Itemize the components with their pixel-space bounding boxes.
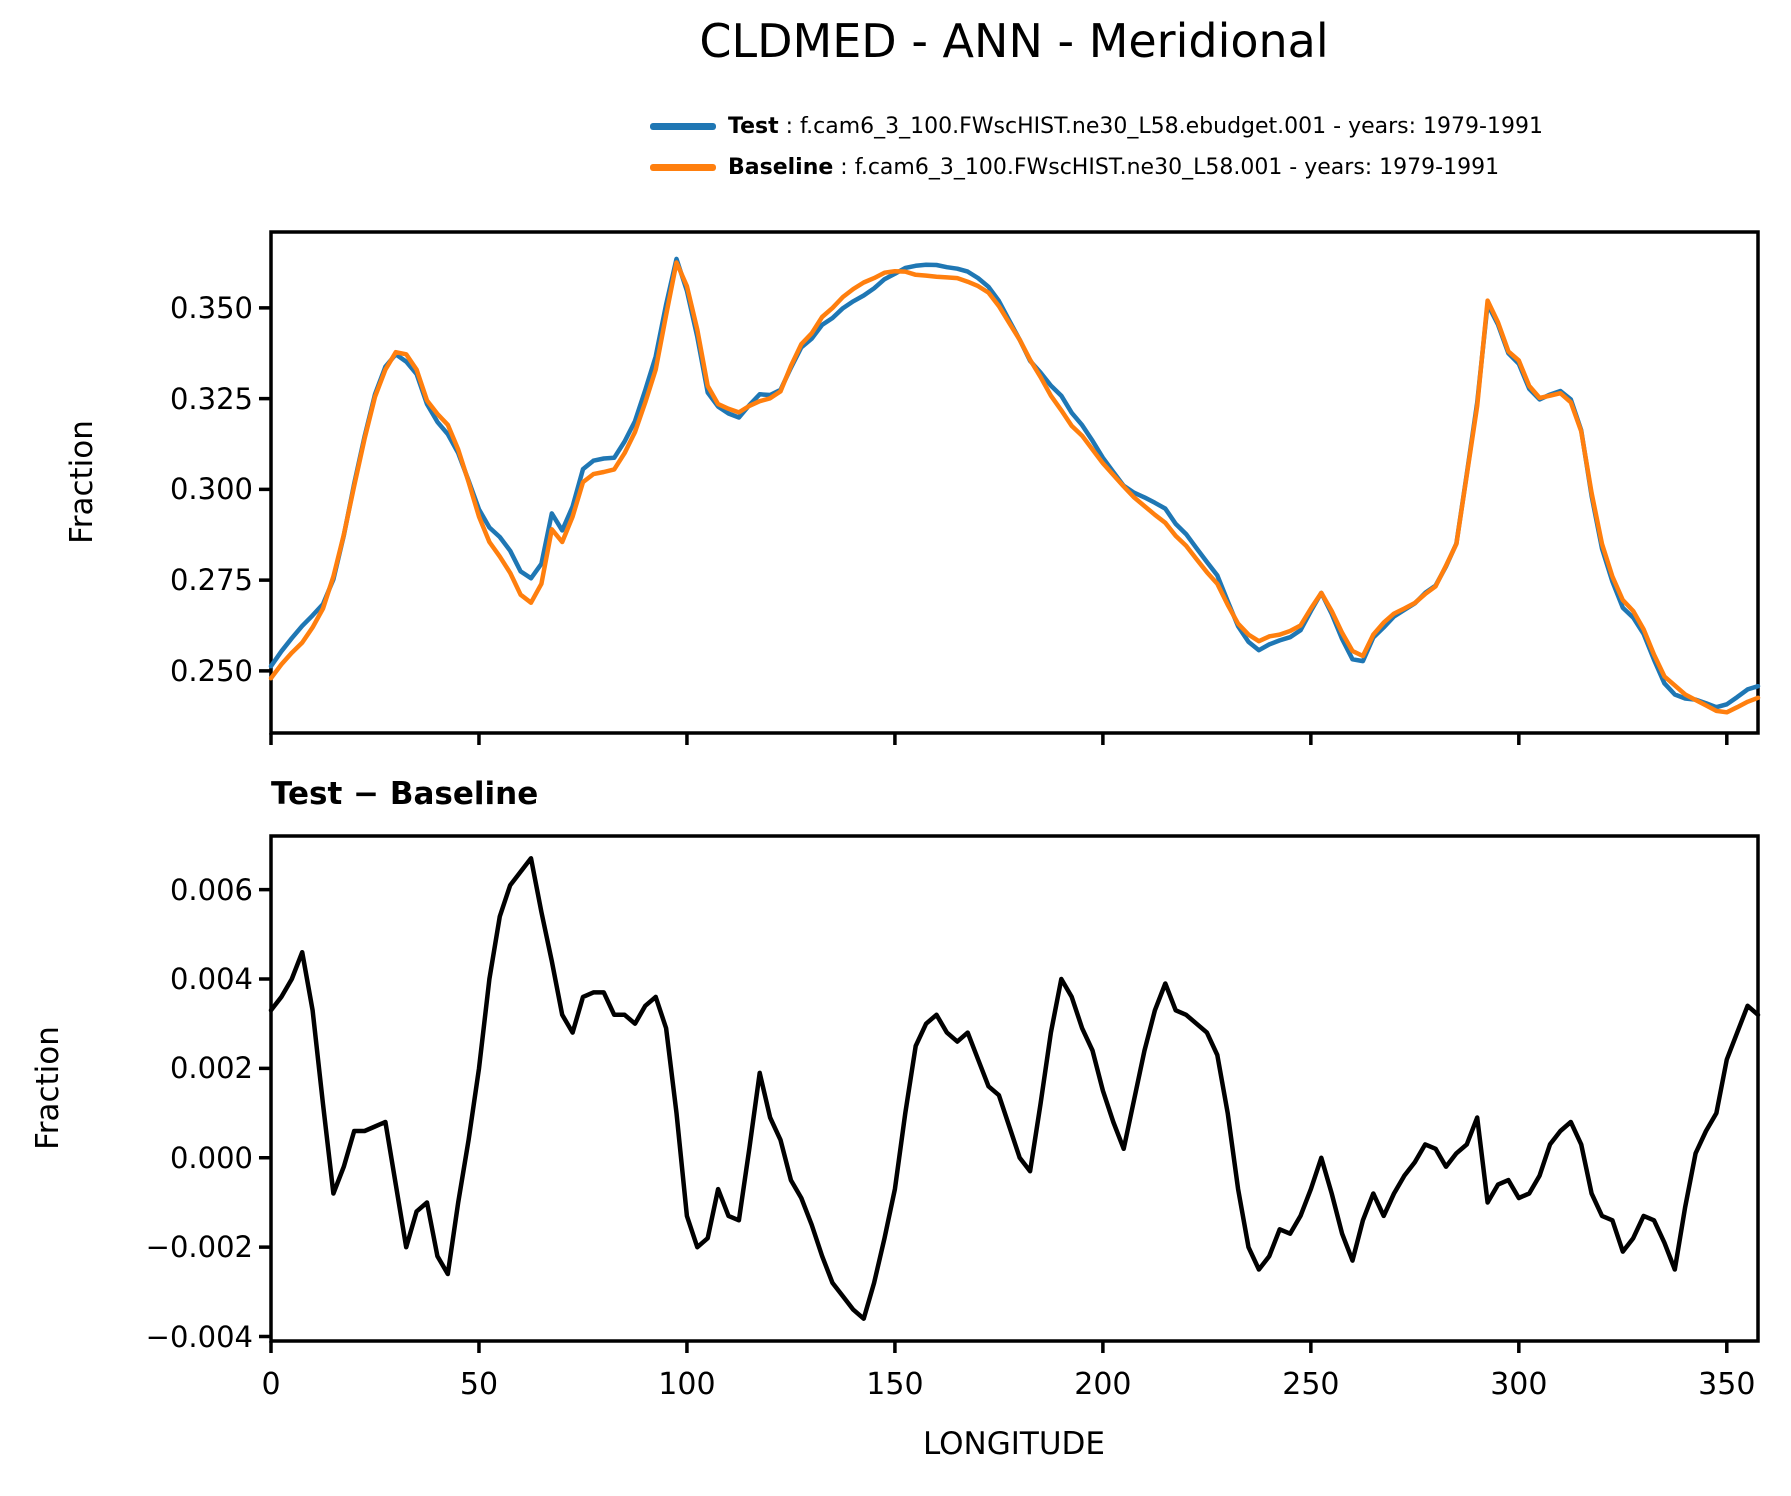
test-line — [268, 256, 1761, 710]
xtick-100: 100 — [658, 1367, 716, 1402]
bottom-ytick-0.006: 0.006 — [169, 872, 253, 907]
xtick-200: 200 — [1074, 1367, 1132, 1402]
xtick-150: 150 — [866, 1367, 924, 1402]
legend-baseline-desc: : f.cam6_3_100.FWscHIST.ne30_L58.001 - y… — [833, 155, 1500, 180]
top-ylabel: Fraction — [64, 420, 100, 544]
top-ytick-0.250: 0.250 — [169, 653, 253, 688]
top-ytick-0.300: 0.300 — [169, 472, 253, 507]
figure-title: CLDMED - ANN - Meridional — [699, 14, 1329, 68]
baseline-line — [268, 260, 1761, 715]
legend-test-desc: : f.cam6_3_100.FWscHIST.ne30_L58.ebudget… — [778, 114, 1543, 139]
top-ytick-0.325: 0.325 — [169, 381, 253, 416]
xtick-0: 0 — [261, 1367, 281, 1402]
axes-frame — [269, 230, 1760, 735]
diff-line — [268, 856, 1761, 1321]
bottom-ytick-−0.002: −0.002 — [145, 1230, 253, 1265]
legend: Test : f.cam6_3_100.FWscHIST.ne30_L58.eb… — [650, 106, 1543, 188]
bottom-ytick-−0.004: −0.004 — [145, 1319, 253, 1354]
xtick-250: 250 — [1282, 1367, 1340, 1402]
axes-frame — [269, 834, 1760, 1343]
bottom-panel-title: Test − Baseline — [271, 776, 539, 812]
xtick-350: 350 — [1698, 1367, 1756, 1402]
legend-line-baseline-icon — [650, 164, 716, 171]
top-ytick-0.350: 0.350 — [169, 290, 253, 325]
legend-entry-test: Test : f.cam6_3_100.FWscHIST.ne30_L58.eb… — [650, 106, 1543, 147]
xtick-300: 300 — [1490, 1367, 1548, 1402]
legend-test-name: Test — [728, 114, 779, 139]
legend-line-test-icon — [650, 123, 716, 130]
tick-marks — [259, 306, 1729, 745]
bottom-ylabel: Fraction — [30, 1026, 66, 1150]
bottom-ytick-0.000: 0.000 — [169, 1140, 253, 1175]
bottom-ytick-0.002: 0.002 — [169, 1051, 253, 1086]
tick-marks — [259, 887, 1729, 1353]
legend-baseline-name: Baseline — [728, 155, 834, 180]
xtick-50: 50 — [459, 1367, 499, 1402]
bottom-ytick-0.004: 0.004 — [169, 962, 253, 996]
x-axis-label: LONGITUDE — [922, 1426, 1106, 1462]
top-ytick-0.275: 0.275 — [169, 563, 253, 598]
legend-entry-baseline: Baseline : f.cam6_3_100.FWscHIST.ne30_L5… — [650, 147, 1543, 188]
